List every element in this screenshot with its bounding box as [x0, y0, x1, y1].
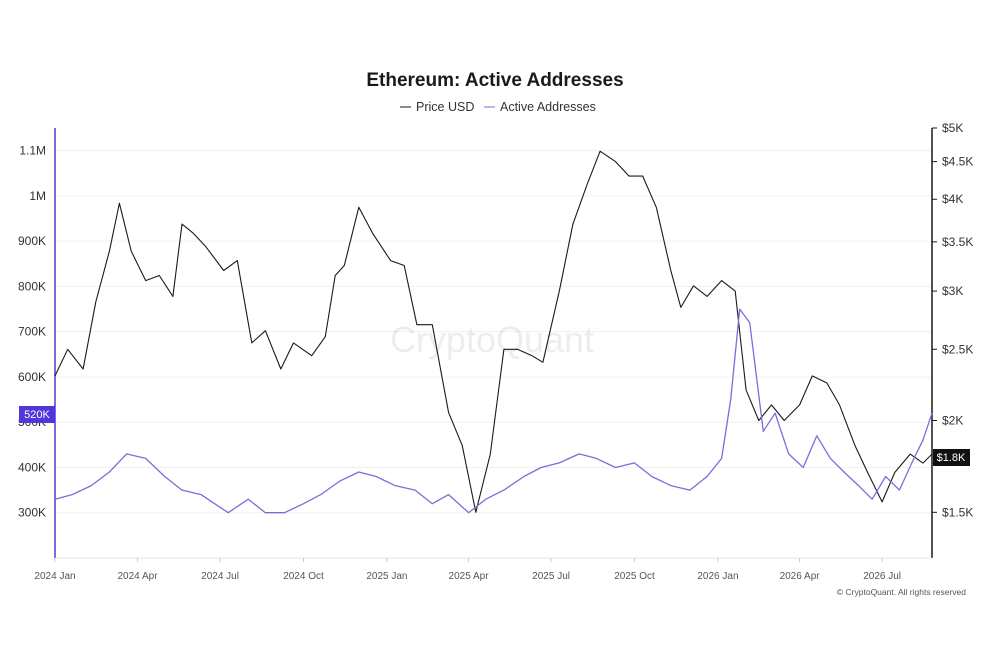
x-tick-label: 2026 Jan [697, 571, 738, 582]
legend: Price USD Active Addresses [400, 100, 596, 114]
left-tick-label: 400K [18, 460, 46, 474]
x-tick-label: 2024 Jul [201, 571, 239, 582]
x-tick-label: 2025 Jul [532, 571, 570, 582]
series-line-active-addresses [54, 308, 933, 514]
x-tick-label: 2024 Apr [118, 571, 159, 582]
chart-title: Ethereum: Active Addresses [366, 70, 623, 91]
x-axis-ticks: 2024 Jan 2024 Apr 2024 Jul 2024 Oct 2025 Jan… [34, 558, 901, 582]
left-tick-label: 1M [29, 189, 46, 203]
left-tick-label: 600K [18, 370, 46, 384]
right-tick-label: $3K [942, 284, 963, 298]
price-badge-label: $1.8K [937, 452, 966, 464]
active-addresses-current-badge: 520K [19, 406, 55, 423]
right-tick-label: $4.5K [942, 155, 973, 169]
legend-label-active-addresses: Active Addresses [500, 100, 596, 114]
left-tick-label: 800K [18, 279, 46, 293]
x-tick-label: 2024 Oct [283, 571, 324, 582]
series-layer [54, 150, 933, 514]
left-tick-label: 900K [18, 234, 46, 248]
active-addresses-badge-label: 520K [24, 409, 50, 421]
active-addresses-badge-bg [19, 406, 55, 423]
left-tick-label: 700K [18, 325, 46, 339]
watermark: CryptoQuant [390, 319, 594, 360]
copyright-notice: © CryptoQuant. All rights reserved [837, 587, 966, 597]
right-tick-label: $2.5K [942, 342, 973, 356]
legend-label-price: Price USD [416, 100, 474, 114]
x-tick-label: 2025 Apr [449, 571, 490, 582]
right-tick-label: $3.5K [942, 235, 973, 249]
series-line-price-usd [54, 150, 933, 513]
price-badge-bg [933, 449, 970, 466]
gridlines [55, 150, 932, 514]
x-tick-label: 2025 Jan [366, 571, 407, 582]
x-tick-label: 2025 Oct [614, 571, 655, 582]
right-tick-label: $4K [942, 192, 963, 206]
price-current-badge: $1.8K [933, 449, 970, 466]
left-tick-label: 1.1M [19, 144, 46, 158]
x-tick-label: 2026 Jul [863, 571, 901, 582]
left-axis-ticks: 300K400K500K600K700K800K900K1M1.1M [18, 144, 46, 520]
right-tick-label: $5K [942, 121, 963, 135]
left-tick-label: 300K [18, 506, 46, 520]
x-tick-label: 2024 Jan [34, 571, 75, 582]
right-axis-ticks: $1.5K $2K $2.5K $3K $3.5K $4K $4.5K $5K [932, 121, 973, 519]
x-tick-label: 2026 Apr [780, 571, 821, 582]
right-tick-label: $2K [942, 413, 963, 427]
right-tick-label: $1.5K [942, 505, 973, 519]
